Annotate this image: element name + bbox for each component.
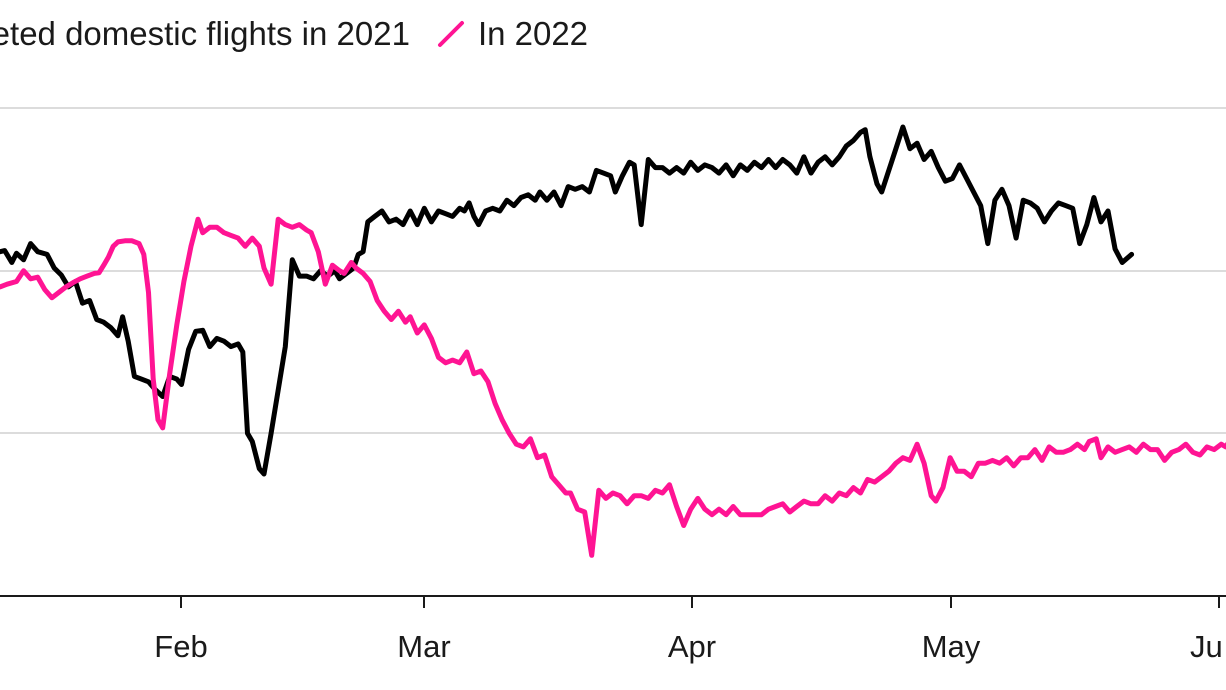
legend-label-2021: pleted domestic flights in 2021 (0, 15, 410, 52)
series-line-2021 (0, 124, 1135, 477)
legend-swatch-2022 (437, 21, 464, 47)
legend-item-2021: pleted domestic flights in 2021 (0, 15, 410, 53)
x-tick-feb: Feb (154, 596, 208, 664)
x-tick-mar: Mar (397, 596, 451, 664)
series-lines (0, 124, 1226, 558)
x-axis: Feb Mar Apr May Ju (154, 596, 1223, 664)
x-tick-jun: Ju (1190, 596, 1223, 664)
series-line-2022 (0, 216, 1226, 558)
chart-legend: pleted domestic flights in 2021 In 2022 (0, 12, 588, 56)
x-tick-label: Apr (668, 629, 716, 664)
x-tick-label: Ju (1190, 629, 1223, 664)
legend-label-2022: In 2022 (477, 15, 589, 52)
gridlines (0, 107, 1226, 434)
x-tick-apr: Apr (668, 596, 716, 664)
x-tick-may: May (922, 596, 981, 664)
legend-item-2022: In 2022 (410, 15, 588, 53)
x-tick-label: Mar (397, 629, 450, 664)
x-tick-label: Feb (154, 629, 207, 664)
x-tick-label: May (922, 629, 981, 664)
